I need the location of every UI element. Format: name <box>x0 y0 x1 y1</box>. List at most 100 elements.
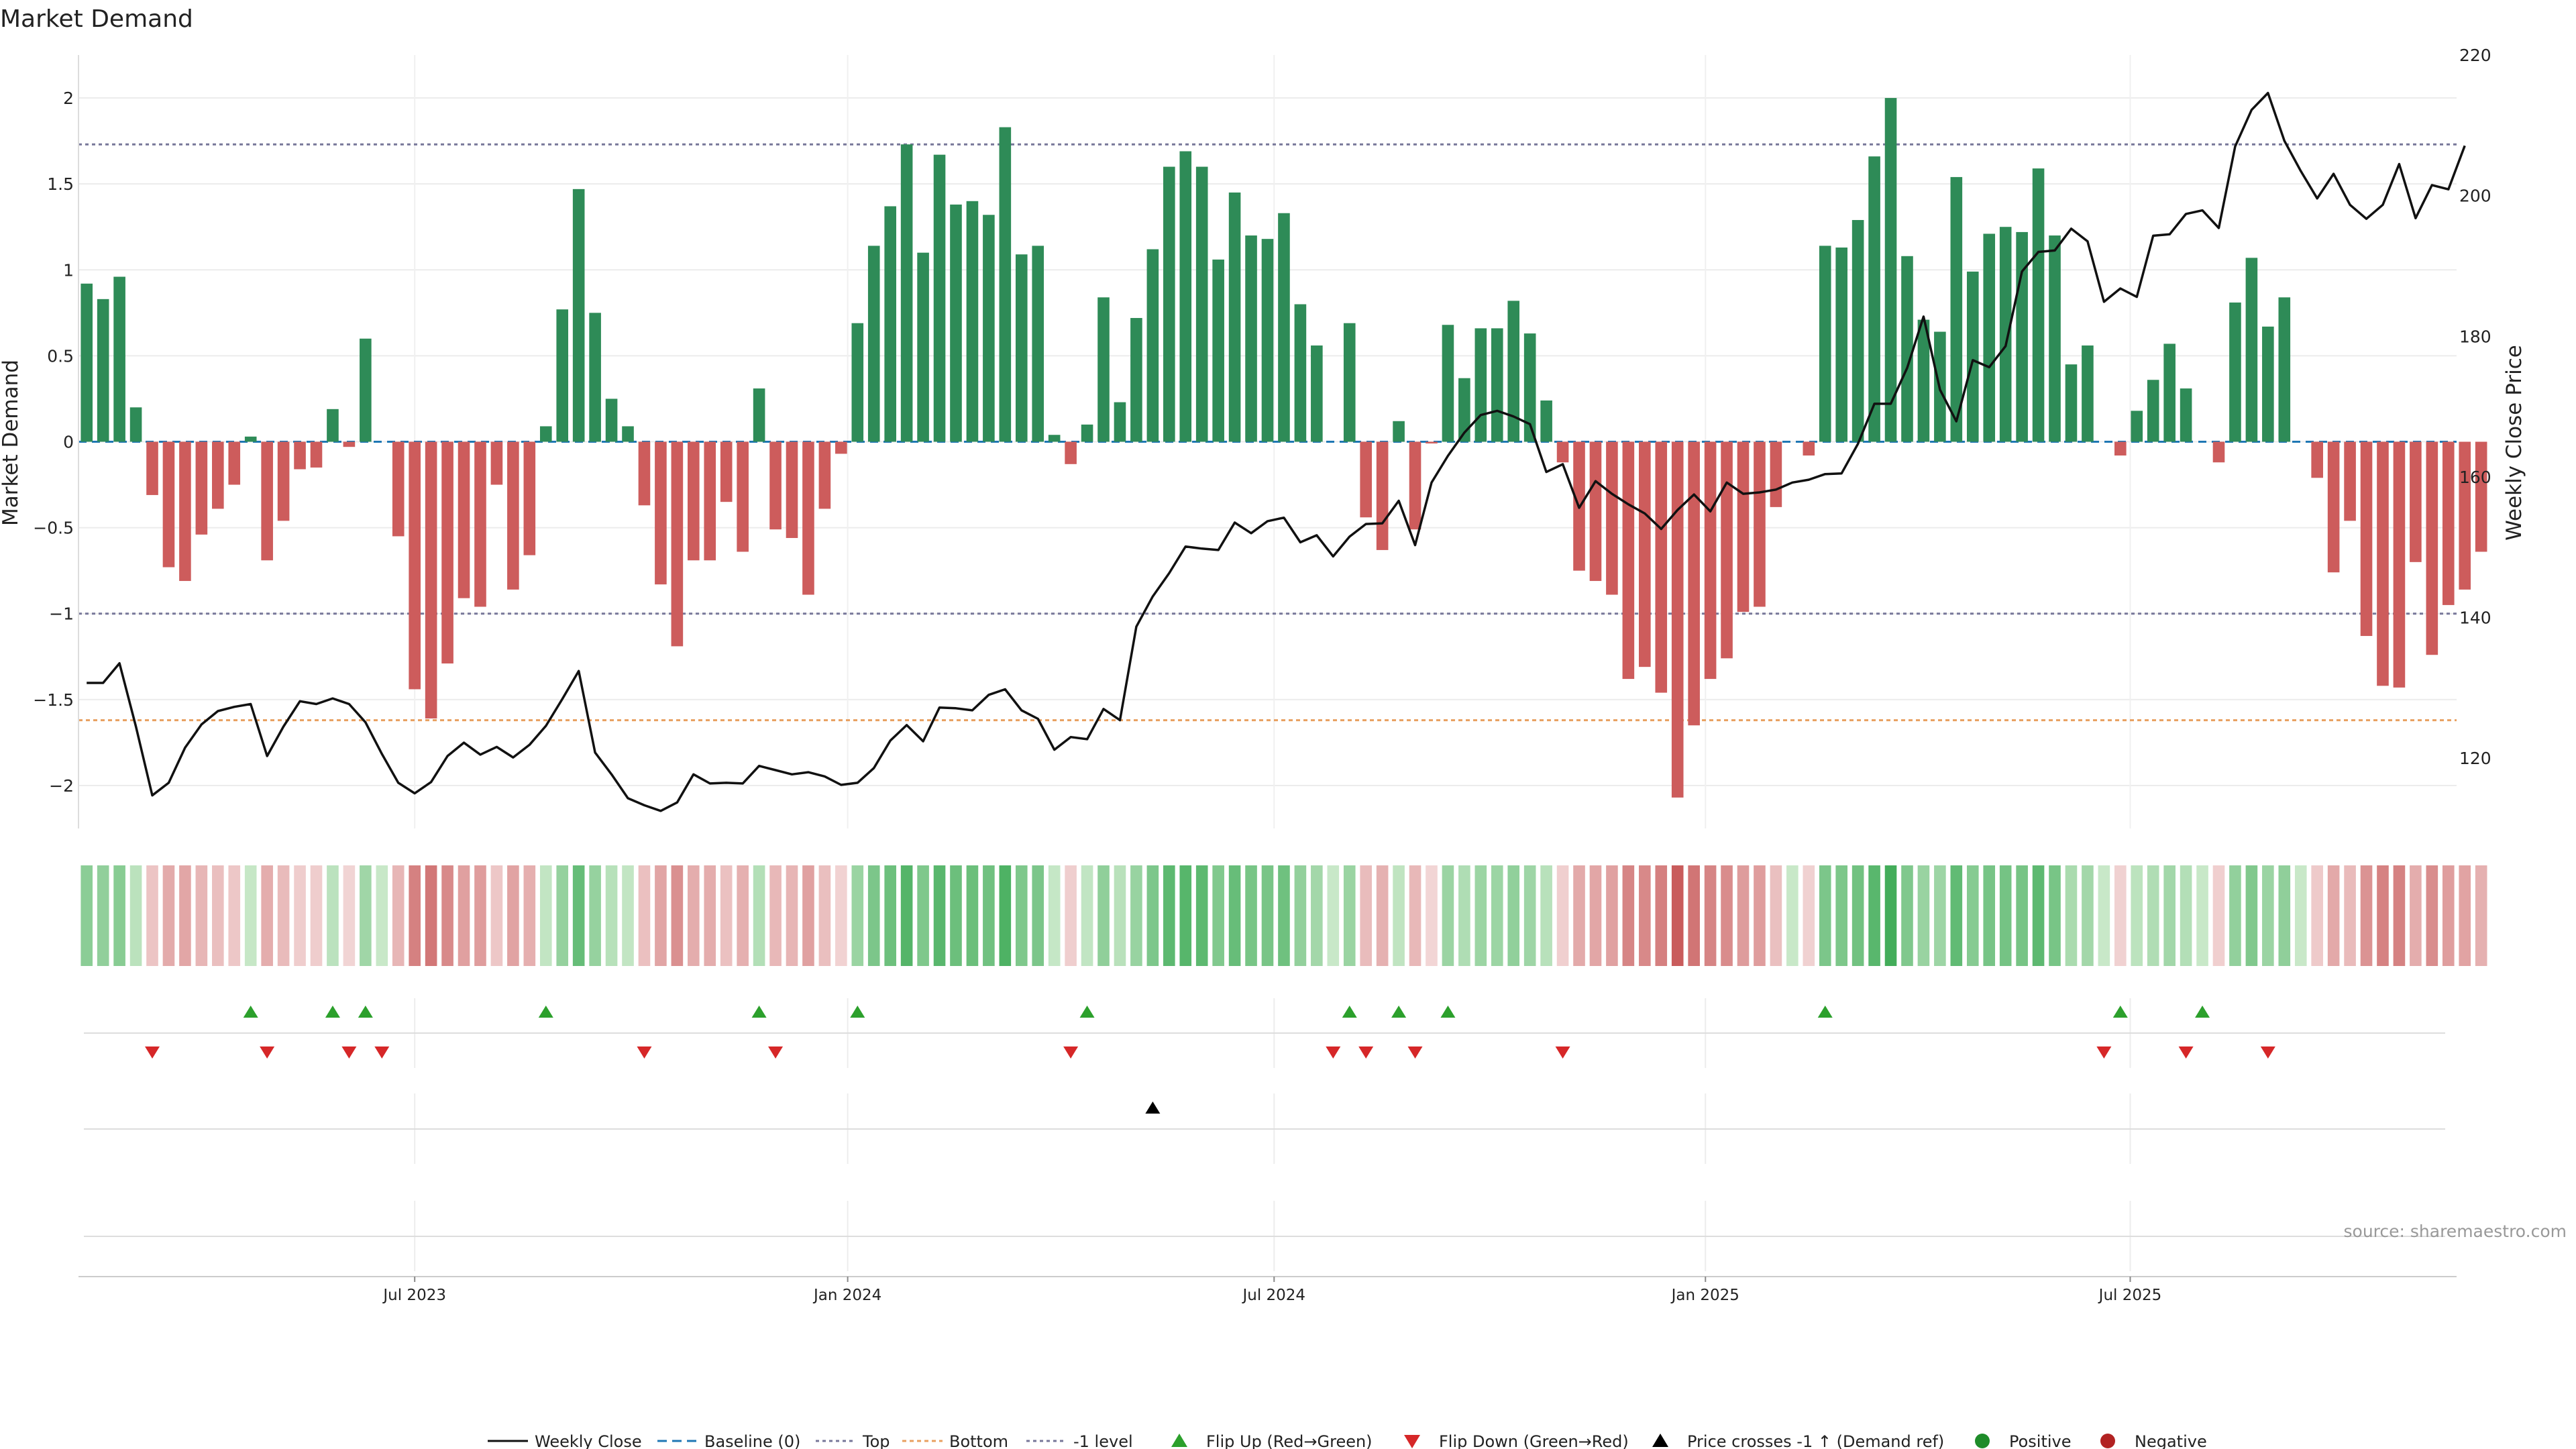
heat-cell <box>2245 865 2258 966</box>
negative-bar <box>1721 441 1733 659</box>
heat-cell <box>884 865 896 966</box>
heat-cell <box>671 865 684 966</box>
positive-bar <box>1245 235 1257 442</box>
flip-down-marker <box>637 1046 652 1059</box>
negative-bar <box>1704 441 1717 680</box>
heat-cell <box>2327 865 2340 966</box>
heat-cell <box>129 865 142 966</box>
flip-up-marker <box>1079 1006 1095 1018</box>
positive-bar <box>1901 256 1913 442</box>
heat-cell <box>983 865 995 966</box>
negative-bar <box>2426 441 2438 655</box>
heat-cell <box>2311 865 2323 966</box>
heat-cell <box>2180 865 2192 966</box>
legend-label: Weekly Close <box>535 1432 642 1449</box>
positive-bar <box>900 144 913 442</box>
negative-bar <box>2360 441 2373 637</box>
heat-cell <box>1032 865 1044 966</box>
y-tick-label: 0 <box>63 433 74 452</box>
heat-cell <box>425 865 437 966</box>
positive-bar <box>113 276 125 442</box>
heat-cell <box>1474 865 1487 966</box>
heat-cell <box>1950 865 1963 966</box>
positive-bar <box>360 338 372 442</box>
x-axis: Jul 2023 Jan 2024 Jul 2024 Jan 2025 Jul 2025 <box>78 1276 2457 1304</box>
heat-cell <box>556 865 569 966</box>
x-tick-label: Jul 2025 <box>2098 1287 2162 1304</box>
positive-bar <box>129 407 142 442</box>
heat-cell <box>1081 865 1093 966</box>
heat-cell <box>2147 865 2159 966</box>
positive-bar <box>244 436 257 442</box>
y2-tick-label: 200 <box>2459 186 2491 206</box>
negative-bar <box>704 441 716 561</box>
heat-cell <box>327 865 339 966</box>
negative-bar <box>195 441 208 535</box>
negative-bar <box>2393 441 2406 688</box>
positive-bar <box>851 323 864 442</box>
heat-cell <box>950 865 962 966</box>
heat-cell <box>1507 865 1520 966</box>
positive-bar <box>1343 323 1356 442</box>
positive-bar <box>1491 328 1503 442</box>
heat-cell <box>2278 865 2291 966</box>
legend-label: Price crosses -1 ↑ (Demand ref) <box>1687 1432 1944 1449</box>
negative-bar <box>2212 441 2225 463</box>
heat-cell <box>310 865 323 966</box>
positive-bar <box>2147 380 2159 442</box>
positive-bar <box>572 189 585 442</box>
heat-cell <box>244 865 257 966</box>
negative-bar <box>835 441 847 454</box>
negative-bar <box>507 441 519 590</box>
heat-cell <box>113 865 125 966</box>
negative-bar <box>1754 441 1766 607</box>
positive-bar <box>966 201 979 442</box>
positive-bar <box>97 299 109 442</box>
legend-item: Weekly Close <box>488 1432 642 1449</box>
flip-down-marker <box>2096 1046 2112 1059</box>
heat-cell <box>1851 865 1864 966</box>
positive-bar <box>1261 239 1274 442</box>
heat-cell <box>1655 865 1668 966</box>
legend-label: Flip Down (Green→Red) <box>1439 1432 1629 1449</box>
positive-bar <box>1523 333 1536 442</box>
positive-bar <box>1474 328 1487 442</box>
heat-cell <box>1278 865 1290 966</box>
flip-up-marker <box>358 1006 373 1018</box>
y-tick-label: −0.5 <box>33 519 74 538</box>
positive-bar <box>1130 318 1142 442</box>
heat-cell <box>1327 865 1340 966</box>
positive-bar <box>1278 213 1290 442</box>
positive-bar <box>539 426 552 442</box>
heat-cell <box>507 865 519 966</box>
heat-cell <box>2098 865 2110 966</box>
positive-bar <box>1950 176 1963 442</box>
legend-swatch-dot <box>1975 1434 1990 1448</box>
heat-cell <box>1146 865 1159 966</box>
flip-up-marker <box>2195 1006 2210 1018</box>
heat-cell <box>835 865 847 966</box>
heat-cell <box>1442 865 1454 966</box>
flip-up-marker <box>1391 1006 1407 1018</box>
heat-cell <box>474 865 486 966</box>
legend-label: Positive <box>2009 1432 2072 1449</box>
heat-cell <box>818 865 831 966</box>
flip-markers <box>84 1006 2445 1059</box>
heat-cell <box>638 865 651 966</box>
flip-down-marker <box>2178 1046 2194 1059</box>
flip-down-marker <box>1063 1046 1079 1059</box>
heat-cell <box>162 865 175 966</box>
flip-down-marker <box>1358 1046 1374 1059</box>
negative-bar <box>1655 441 1668 693</box>
flip-down-marker <box>1555 1046 1570 1059</box>
positive-bar <box>1442 325 1454 442</box>
heat-cell <box>2360 865 2373 966</box>
weekly-close-line <box>87 91 2466 812</box>
negative-bar <box>2327 441 2340 573</box>
price-cross-markers <box>84 1102 2445 1237</box>
heat-cell <box>1803 865 1815 966</box>
negative-bar <box>2410 441 2422 562</box>
negative-bar <box>2311 441 2323 478</box>
positive-bar <box>1114 402 1126 442</box>
